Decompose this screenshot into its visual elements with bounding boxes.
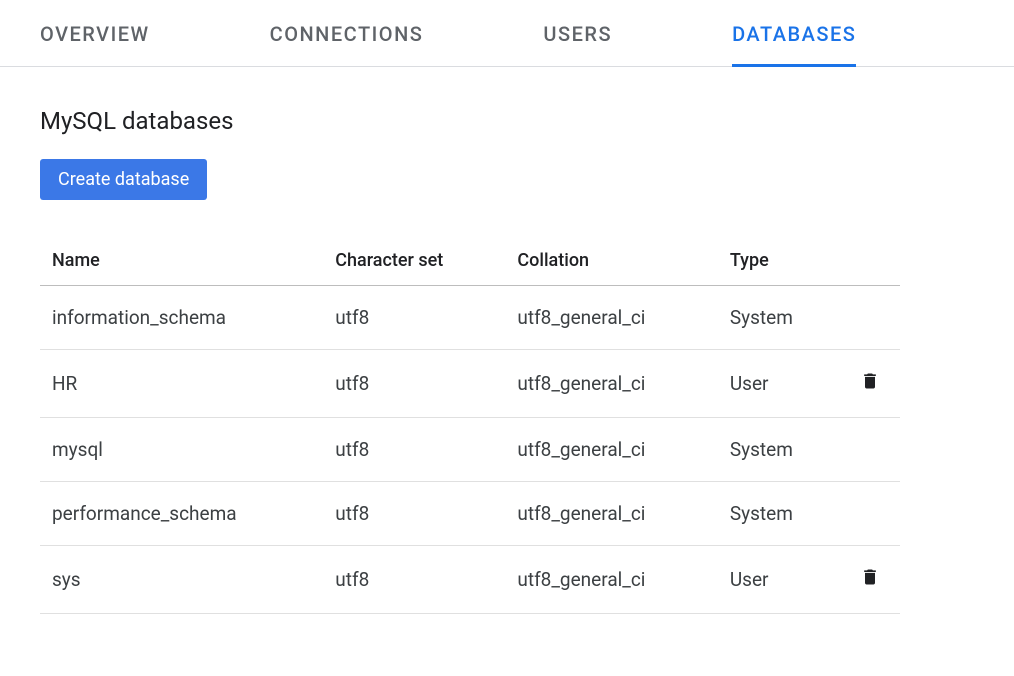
col-header-name: Name xyxy=(40,236,323,286)
cell-collation: utf8_general_ci xyxy=(505,418,717,482)
section-title: MySQL databases xyxy=(40,107,974,135)
trash-icon[interactable] xyxy=(860,370,880,397)
cell-type: System xyxy=(718,482,839,546)
tab-users[interactable]: USERS xyxy=(543,4,612,66)
table-row: performance_schemautf8utf8_general_ciSys… xyxy=(40,482,900,546)
table-row: mysqlutf8utf8_general_ciSystem xyxy=(40,418,900,482)
cell-action xyxy=(839,546,900,614)
cell-type: User xyxy=(718,546,839,614)
tab-databases[interactable]: DATABASES xyxy=(732,4,856,66)
cell-charset: utf8 xyxy=(323,350,505,418)
cell-action xyxy=(839,482,900,546)
databases-content: MySQL databases Create database Name Cha… xyxy=(0,67,1014,614)
table-row: sysutf8utf8_general_ciUser xyxy=(40,546,900,614)
cell-collation: utf8_general_ci xyxy=(505,546,717,614)
cell-collation: utf8_general_ci xyxy=(505,482,717,546)
cell-action xyxy=(839,350,900,418)
col-header-charset: Character set xyxy=(323,236,505,286)
cell-name: information_schema xyxy=(40,286,323,350)
tab-overview[interactable]: OVERVIEW xyxy=(40,4,150,66)
cell-name: mysql xyxy=(40,418,323,482)
col-header-type: Type xyxy=(718,236,839,286)
cell-charset: utf8 xyxy=(323,546,505,614)
databases-table-wrap: Name Character set Collation Type inform… xyxy=(40,236,900,614)
cell-charset: utf8 xyxy=(323,286,505,350)
table-row: information_schemautf8utf8_general_ciSys… xyxy=(40,286,900,350)
create-database-button[interactable]: Create database xyxy=(40,159,207,200)
cell-collation: utf8_general_ci xyxy=(505,286,717,350)
cell-action xyxy=(839,286,900,350)
cell-name: performance_schema xyxy=(40,482,323,546)
cell-type: User xyxy=(718,350,839,418)
cell-type: System xyxy=(718,418,839,482)
tab-bar: OVERVIEW CONNECTIONS USERS DATABASES xyxy=(0,4,1014,67)
table-row: HRutf8utf8_general_ciUser xyxy=(40,350,900,418)
cell-type: System xyxy=(718,286,839,350)
table-header-row: Name Character set Collation Type xyxy=(40,236,900,286)
cell-charset: utf8 xyxy=(323,418,505,482)
cell-name: sys xyxy=(40,546,323,614)
cell-action xyxy=(839,418,900,482)
cell-collation: utf8_general_ci xyxy=(505,350,717,418)
cell-charset: utf8 xyxy=(323,482,505,546)
databases-table: Name Character set Collation Type inform… xyxy=(40,236,900,614)
trash-icon[interactable] xyxy=(860,566,880,593)
cell-name: HR xyxy=(40,350,323,418)
tab-connections[interactable]: CONNECTIONS xyxy=(270,4,424,66)
col-header-action xyxy=(839,236,900,286)
col-header-collation: Collation xyxy=(505,236,717,286)
